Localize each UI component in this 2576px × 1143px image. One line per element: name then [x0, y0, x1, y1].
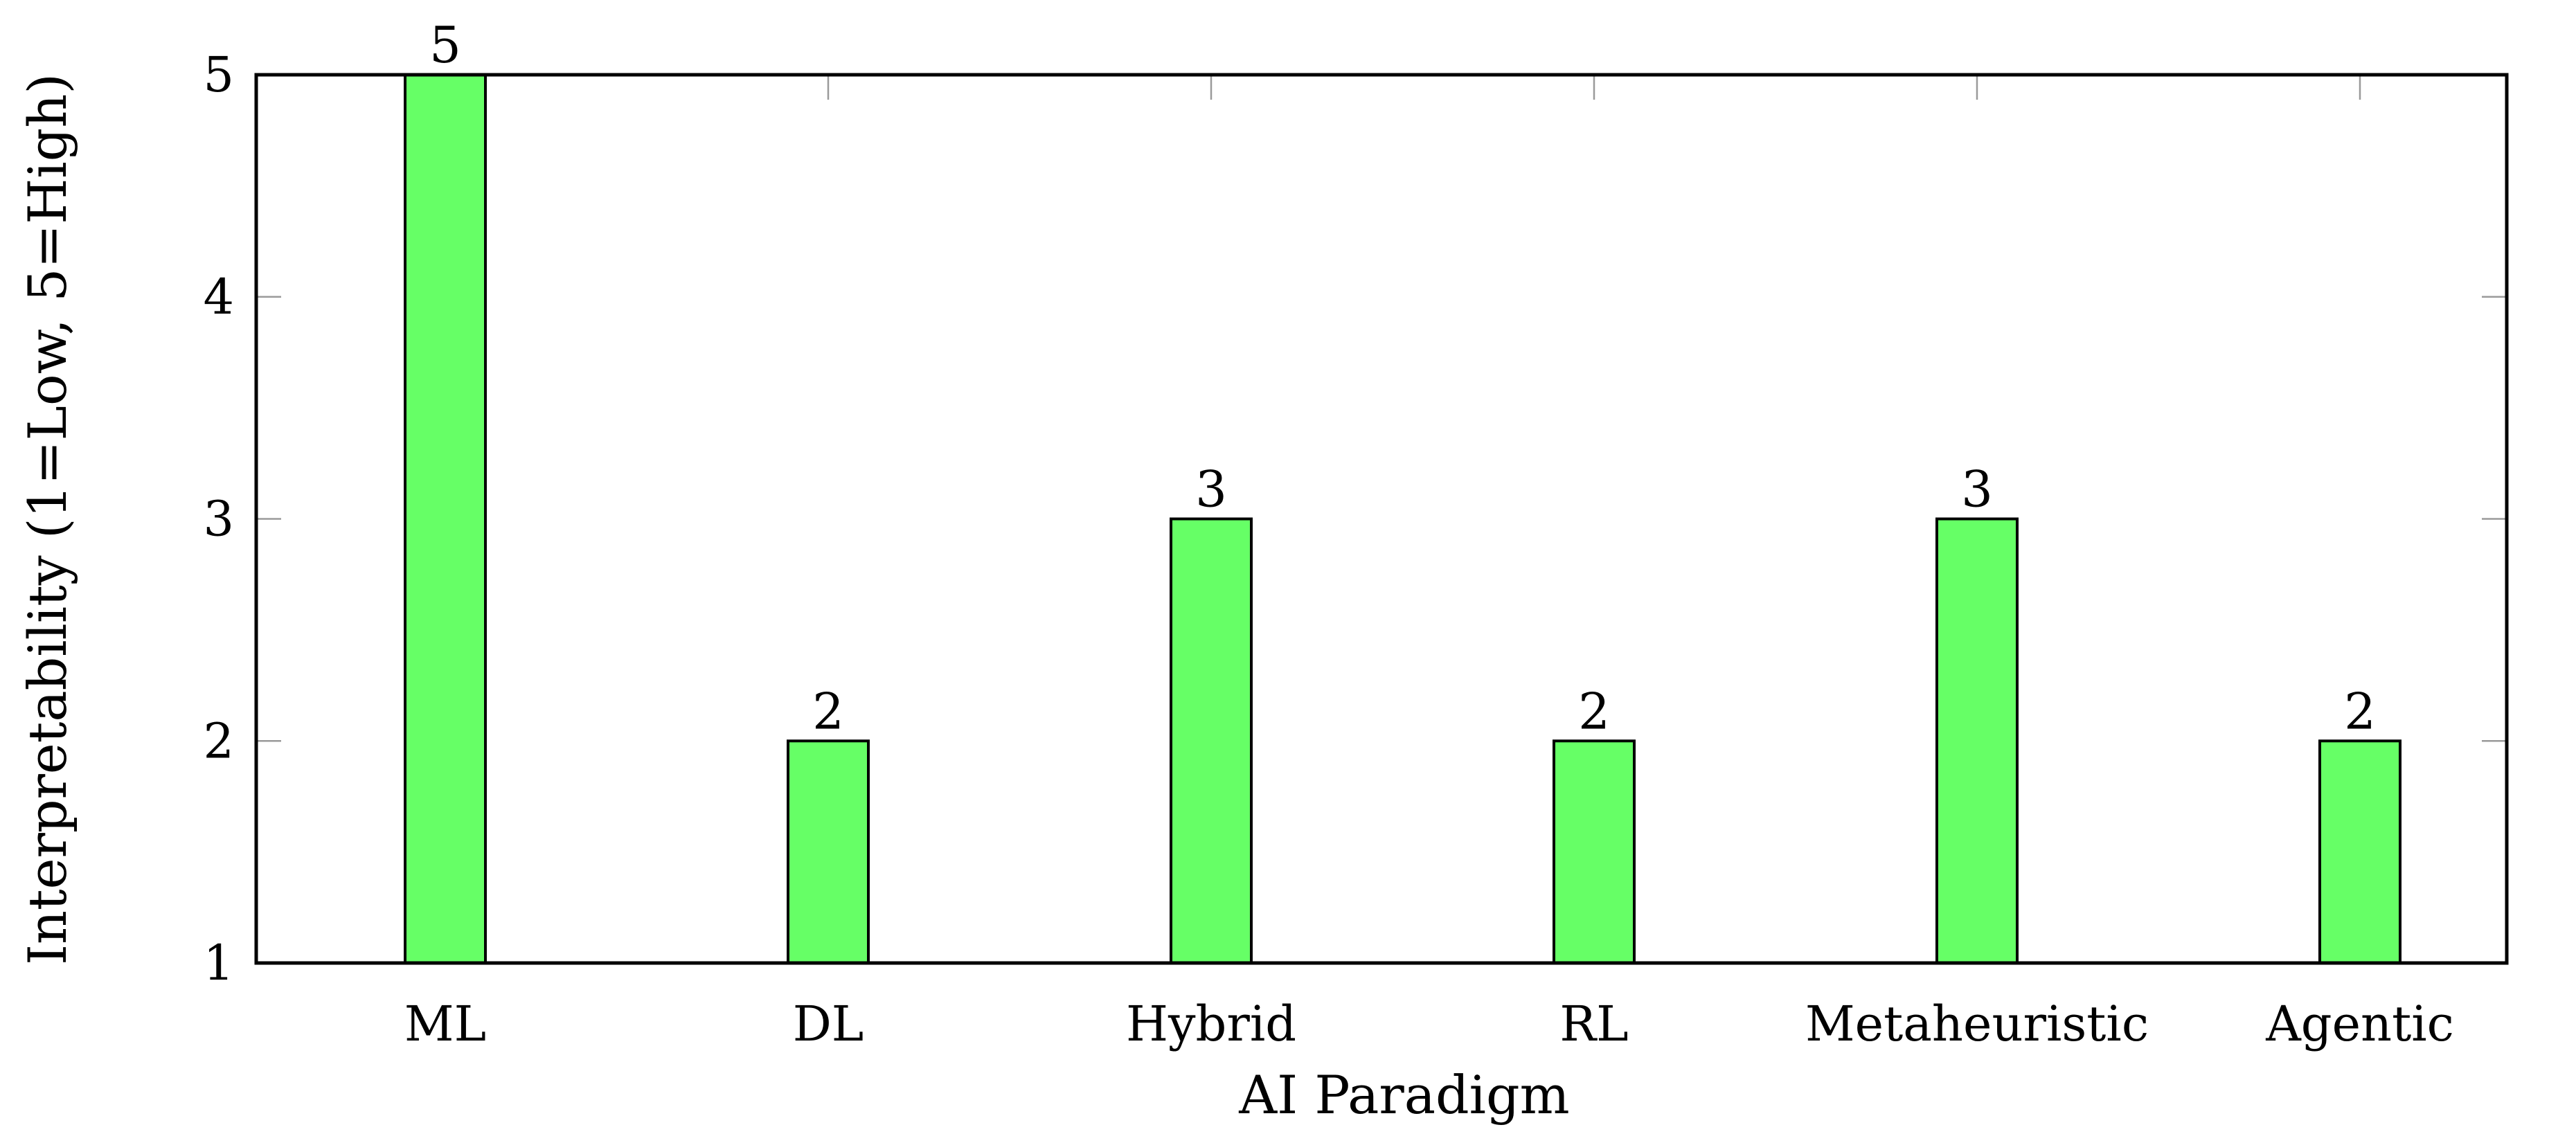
data-label-dl: 2: [812, 682, 844, 740]
data-label-rl: 2: [1578, 682, 1610, 740]
bar-agentic: [2318, 739, 2401, 964]
data-label-agentic: 2: [2344, 682, 2376, 740]
bar-hybrid: [1170, 517, 1253, 964]
x-tick-labels: ML DL Hybrid RL Metaheuristic Agentic: [404, 996, 2454, 1052]
y-tick-labels: 1 2 3 4 5: [203, 46, 234, 991]
x-axis-title: AI Paradigm: [1238, 1064, 1569, 1126]
bar-dl: [787, 739, 870, 964]
axis-ticks: [256, 73, 2507, 964]
x-tick-label-hybrid: Hybrid: [1126, 996, 1296, 1052]
y-tick-label-1: 1: [203, 935, 234, 991]
y-tick-label-4: 4: [203, 269, 234, 325]
data-label-hybrid: 3: [1195, 460, 1227, 519]
bar-ml: [404, 73, 487, 964]
plot-frame: [254, 73, 2509, 965]
y-tick-label-3: 3: [203, 491, 234, 548]
y-tick-label-5: 5: [203, 46, 234, 103]
x-tick-label-ml: ML: [404, 996, 486, 1052]
data-label-metaheuristic: 3: [1961, 460, 1993, 519]
bar-rl: [1553, 739, 1636, 964]
bars: [404, 73, 2401, 964]
x-tick-label-rl: RL: [1559, 996, 1628, 1052]
bar-metaheuristic: [1935, 517, 2019, 964]
y-tick-label-2: 2: [203, 712, 234, 769]
x-tick-label-metaheuristic: Metaheuristic: [1805, 996, 2149, 1052]
x-tick-label-agentic: Agentic: [2265, 996, 2454, 1052]
x-tick-label-dl: DL: [793, 996, 864, 1052]
y-axis-title: Interpretability (1=Low, 5=High): [17, 73, 78, 965]
data-label-ml: 5: [429, 16, 461, 74]
data-labels: 5 2 3 2 3 2: [429, 16, 2376, 740]
